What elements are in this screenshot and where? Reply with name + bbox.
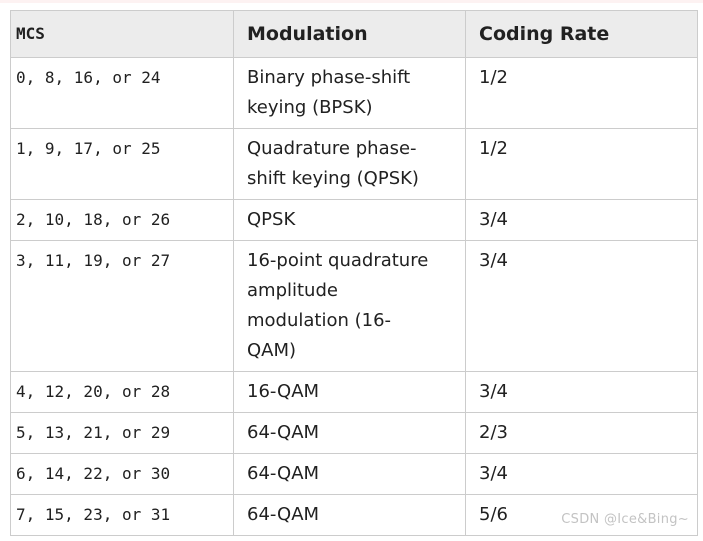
- mcs-cell: 7, 15, 23, or 31: [10, 494, 234, 536]
- column-header-modulation: Modulation: [233, 10, 466, 58]
- modulation-cell: 64-QAM: [233, 412, 466, 454]
- coding-rate-cell: 5/6: [465, 494, 698, 536]
- modulation-cell: 64-QAM: [233, 453, 466, 495]
- mcs-cell: 6, 14, 22, or 30: [10, 453, 234, 495]
- mcs-cell: 3, 11, 19, or 27: [10, 240, 234, 372]
- mcs-cell: 0, 8, 16, or 24: [10, 57, 234, 129]
- mcs-cell: 2, 10, 18, or 26: [10, 199, 234, 241]
- table-header-row: MCS Modulation Coding Rate: [10, 10, 698, 58]
- modulation-cell: Quadrature phase- shift keying (QPSK): [233, 128, 466, 200]
- mcs-table: MCS Modulation Coding Rate 0, 8, 16, or …: [10, 10, 698, 536]
- modulation-cell: 64-QAM: [233, 494, 466, 536]
- modulation-cell: QPSK: [233, 199, 466, 241]
- mcs-cell: 5, 13, 21, or 29: [10, 412, 234, 454]
- mcs-cell: 4, 12, 20, or 28: [10, 371, 234, 413]
- coding-rate-cell: 3/4: [465, 240, 698, 372]
- coding-rate-cell: 3/4: [465, 453, 698, 495]
- table-row: 5, 13, 21, or 29 64-QAM 2/3: [10, 412, 698, 454]
- modulation-cell: Binary phase-shift keying (BPSK): [233, 57, 466, 129]
- coding-rate-cell: 1/2: [465, 57, 698, 129]
- table-row: 3, 11, 19, or 27 16-point quadrature amp…: [10, 240, 698, 372]
- coding-rate-cell: 3/4: [465, 371, 698, 413]
- column-header-mcs: MCS: [10, 10, 234, 58]
- table-row: 2, 10, 18, or 26 QPSK 3/4: [10, 199, 698, 241]
- mcs-cell: 1, 9, 17, or 25: [10, 128, 234, 200]
- modulation-cell: 16-point quadrature amplitude modulation…: [233, 240, 466, 372]
- table-row: 0, 8, 16, or 24 Binary phase-shift keyin…: [10, 57, 698, 129]
- coding-rate-cell: 3/4: [465, 199, 698, 241]
- table-row: 4, 12, 20, or 28 16-QAM 3/4: [10, 371, 698, 413]
- table-body: 0, 8, 16, or 24 Binary phase-shift keyin…: [10, 57, 698, 536]
- table-row: 1, 9, 17, or 25 Quadrature phase- shift …: [10, 128, 698, 200]
- coding-rate-cell: 2/3: [465, 412, 698, 454]
- column-header-coding-rate: Coding Rate: [465, 10, 698, 58]
- csdn-watermark: CSDN @Ice&Bing~: [561, 512, 689, 527]
- page-top-edge: [0, 0, 703, 3]
- modulation-cell: 16-QAM: [233, 371, 466, 413]
- coding-rate-cell: 1/2: [465, 128, 698, 200]
- table-row: 7, 15, 23, or 31 64-QAM 5/6: [10, 494, 698, 536]
- table-row: 6, 14, 22, or 30 64-QAM 3/4: [10, 453, 698, 495]
